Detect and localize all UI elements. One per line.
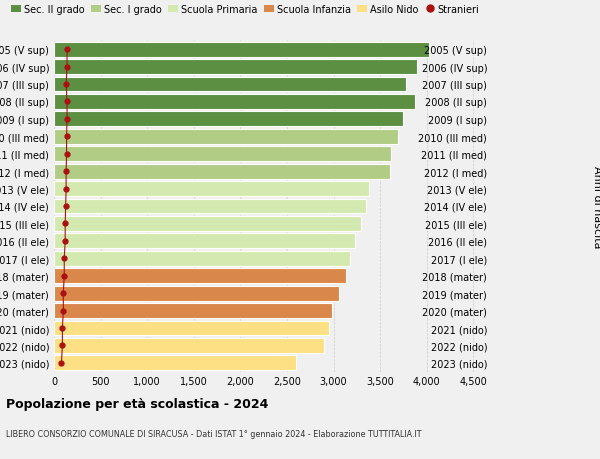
Bar bbox=[54, 129, 398, 145]
Bar bbox=[54, 43, 428, 57]
Bar bbox=[54, 164, 391, 179]
Bar bbox=[54, 78, 406, 92]
Bar bbox=[54, 217, 361, 231]
Bar bbox=[54, 252, 350, 266]
Text: Popolazione per età scolastica - 2024: Popolazione per età scolastica - 2024 bbox=[6, 397, 268, 410]
Bar bbox=[54, 95, 415, 110]
Bar bbox=[54, 147, 391, 162]
Bar bbox=[54, 182, 369, 196]
Bar bbox=[54, 234, 355, 249]
Bar bbox=[54, 269, 346, 284]
Bar bbox=[54, 112, 403, 127]
Bar bbox=[54, 321, 329, 336]
Legend: Sec. II grado, Sec. I grado, Scuola Primaria, Scuola Infanzia, Asilo Nido, Stran: Sec. II grado, Sec. I grado, Scuola Prim… bbox=[11, 5, 479, 15]
Bar bbox=[54, 286, 339, 301]
Bar bbox=[54, 60, 418, 75]
Text: Anni di nascita: Anni di nascita bbox=[592, 165, 600, 248]
Bar bbox=[54, 338, 324, 353]
Bar bbox=[54, 356, 296, 370]
Bar bbox=[54, 199, 366, 214]
Text: LIBERO CONSORZIO COMUNALE DI SIRACUSA - Dati ISTAT 1° gennaio 2024 - Elaborazion: LIBERO CONSORZIO COMUNALE DI SIRACUSA - … bbox=[6, 429, 421, 438]
Bar bbox=[54, 303, 332, 318]
